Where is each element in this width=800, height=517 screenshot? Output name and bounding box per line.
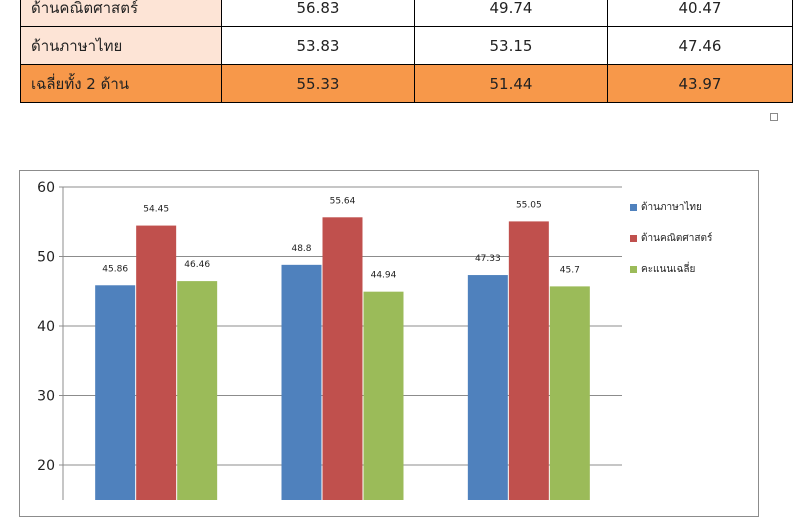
bar-data-label: 55.05 bbox=[516, 200, 542, 210]
table-cell: 53.83 bbox=[221, 26, 415, 65]
legend-swatch bbox=[630, 203, 637, 211]
bar-data-label: 47.33 bbox=[475, 254, 501, 264]
legend-item: ด้านภาษาไทย bbox=[630, 200, 712, 214]
table-cell: 51.44 bbox=[414, 64, 608, 103]
row-label: ด้านคณิตศาสตร์ bbox=[20, 0, 222, 27]
legend-label: ด้านคณิตศาสตร์ bbox=[641, 232, 713, 244]
bar bbox=[95, 285, 136, 500]
bar-data-label: 46.46 bbox=[184, 260, 210, 270]
y-tick-label: 30 bbox=[37, 389, 55, 405]
table-resize-handle[interactable] bbox=[770, 113, 778, 121]
bar-data-label: 45.86 bbox=[102, 264, 128, 274]
table-row-average: เฉลี่ยทั้ง 2 ด้าน 55.33 51.44 43.97 bbox=[20, 64, 793, 103]
table-cell: 56.83 bbox=[221, 0, 415, 27]
table-row: ด้านคณิตศาสตร์ 56.83 49.74 40.47 bbox=[20, 0, 793, 27]
legend-swatch bbox=[630, 265, 637, 273]
bar-data-label: 44.94 bbox=[371, 271, 397, 281]
legend-label: ด้านภาษาไทย bbox=[641, 201, 702, 213]
y-tick-label: 60 bbox=[37, 180, 55, 196]
y-tick-label: 40 bbox=[37, 319, 55, 335]
table-row: ด้านภาษาไทย 53.83 53.15 47.46 bbox=[20, 26, 793, 65]
legend-item: ด้านคณิตศาสตร์ bbox=[630, 231, 712, 245]
legend-label: คะแนนเฉลี่ย bbox=[641, 263, 696, 275]
chart-legend: ด้านภาษาไทยด้านคณิตศาสตร์คะแนนเฉลี่ย bbox=[630, 200, 712, 293]
bar-chart: 20 30 40 50 60 45.86 54.45 46.46 48.8 55.64 44.94 4… bbox=[37, 180, 622, 500]
table-cell: 49.74 bbox=[414, 0, 608, 27]
bar-data-label: 48.8 bbox=[291, 244, 311, 254]
table-cell: 47.46 bbox=[607, 26, 793, 65]
legend-item: คะแนนเฉลี่ย bbox=[630, 262, 712, 276]
bar-data-label: 45.7 bbox=[560, 265, 580, 275]
table-cell: 43.97 bbox=[607, 64, 793, 103]
row-label: ด้านภาษาไทย bbox=[20, 26, 222, 65]
row-label: เฉลี่ยทั้ง 2 ด้าน bbox=[20, 64, 222, 103]
bar bbox=[322, 217, 363, 500]
y-tick-label: 50 bbox=[37, 250, 55, 266]
legend-swatch bbox=[630, 234, 637, 242]
bar bbox=[508, 221, 549, 500]
table-cell: 55.33 bbox=[221, 64, 415, 103]
bar bbox=[363, 291, 404, 500]
score-table: ด้านคณิตศาสตร์ 56.83 49.74 40.47 ด้านภาษ… bbox=[20, 0, 793, 103]
table-cell: 53.15 bbox=[414, 26, 608, 65]
table-cell: 40.47 bbox=[607, 0, 793, 27]
bar bbox=[467, 275, 508, 500]
bar bbox=[281, 264, 322, 500]
bar bbox=[177, 281, 218, 500]
bar bbox=[136, 225, 177, 500]
bar-data-label: 54.45 bbox=[143, 205, 169, 215]
bar bbox=[549, 286, 590, 500]
bar-data-label: 55.64 bbox=[330, 196, 356, 206]
y-tick-label: 20 bbox=[37, 458, 55, 474]
